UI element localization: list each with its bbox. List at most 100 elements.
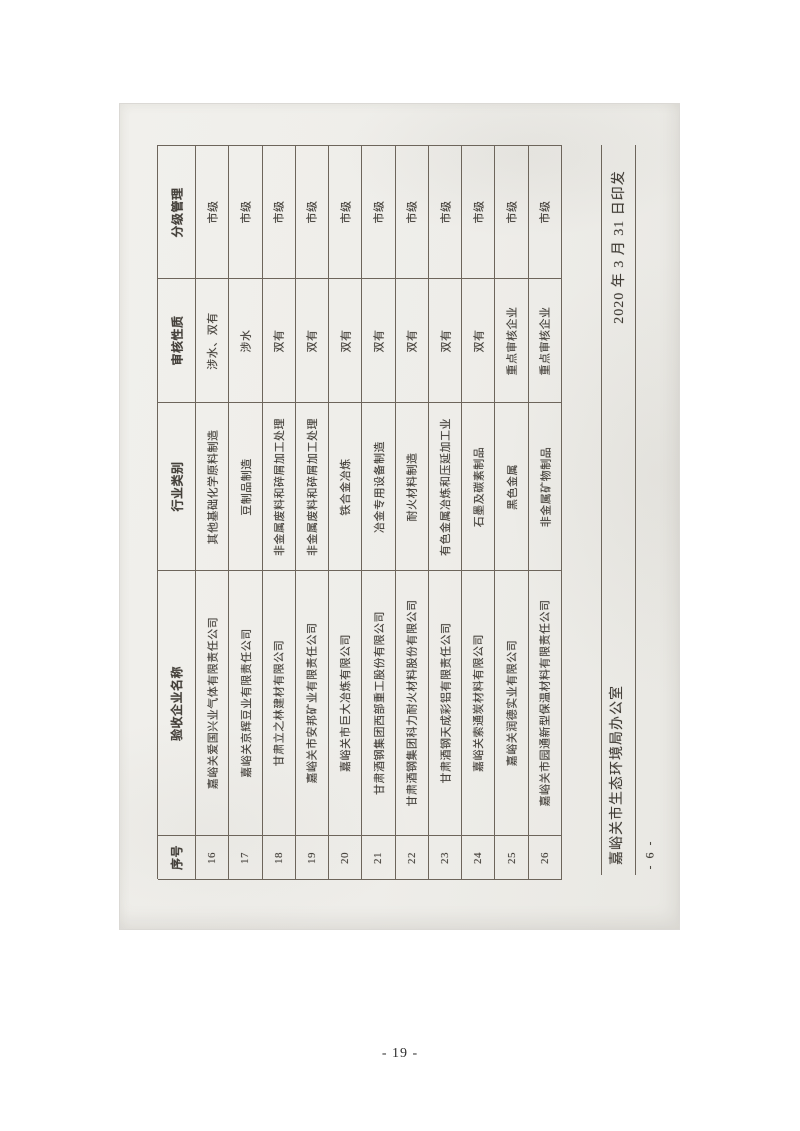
table-header-label: 行业类别: [170, 461, 185, 512]
table-header-cell: 行业类别: [158, 403, 196, 571]
table-cell: 双有: [395, 279, 429, 403]
table-cell-text: 有色金属冶炼和压延加工业: [440, 417, 453, 556]
table-cell-text: 市级: [207, 200, 220, 224]
table-cell: 嘉峪关润德实业有限公司: [495, 571, 529, 836]
table-cell-text: 17: [239, 851, 252, 864]
table-cell: 双有: [462, 279, 496, 403]
table-cell: 铁合金冶炼: [329, 403, 363, 571]
table-cell: 黑色金属: [495, 403, 529, 571]
table-cell: 双有: [362, 279, 396, 403]
table-cell: 非金属废料和碎屑加工处理: [262, 403, 296, 571]
table-cell: 19: [295, 836, 330, 880]
table-cell: 17: [229, 836, 263, 880]
table-cell: 嘉峪关市园通新型保温材料有限责任公司: [528, 571, 562, 836]
table-cell-text: 嘉峪关市巨大冶炼有限公司: [340, 634, 353, 772]
table-cell: 嘉峪关市安邦矿业有限责任公司: [295, 571, 330, 836]
table-cell: 甘肃立之林建材有限公司: [262, 571, 296, 836]
table-cell: 重点审核企业: [528, 279, 562, 403]
table-cell-text: 19: [305, 851, 318, 864]
colophon-rule-bottom: [635, 145, 636, 875]
table-cell-text: 重点审核企业: [506, 306, 519, 375]
table-cell: 25: [495, 836, 529, 880]
table-cell-text: 市级: [473, 200, 486, 224]
table-cell-text: 市级: [539, 200, 552, 224]
table-cell-text: 18: [272, 851, 285, 864]
colophon-rule-top: [601, 145, 602, 875]
table-cell-text: 市级: [306, 200, 319, 224]
table-cell: 26: [528, 836, 562, 880]
table-header-cell: 序号: [158, 836, 196, 880]
table-cell: 双有: [428, 279, 463, 403]
table-cell-text: 21: [372, 851, 385, 864]
table-cell-text: 双有: [473, 329, 486, 352]
issuing-office-text: 嘉峪关市生态环境局办公室: [610, 685, 625, 865]
table-cell: 嘉峪关索通炭材料有限公司: [462, 571, 496, 836]
table-cell-text: 嘉峪关京辉豆业有限责任公司: [240, 628, 253, 778]
scan-page-number: - 6 -: [638, 826, 662, 882]
table-cell-text: 豆制品制造: [240, 457, 253, 516]
table-cell: 有色金属冶炼和压延加工业: [428, 403, 463, 571]
table-cell-text: 嘉峪关市安邦矿业有限责任公司: [306, 622, 319, 784]
table-cell-text: 涉水: [240, 329, 253, 352]
table-cell: 市级: [362, 146, 396, 279]
scanned-page-photo: 分级管理 市级 市级 市级 市级 市级 市级 市级 市级 市级 市级 市级 审核性质 涉水、双有 涉水 双有双…: [120, 104, 679, 929]
print-date-text: 2020 年 3 月 31 日印发: [612, 170, 627, 324]
table-cell-text: 市级: [406, 200, 419, 224]
table-header-label: 分级管理: [170, 186, 185, 238]
table-cell: 23: [428, 836, 463, 880]
table-cell: 嘉峪关京辉豆业有限责任公司: [229, 571, 263, 836]
table-cell-text: 双有: [440, 329, 453, 352]
table-cell: 市级: [462, 146, 496, 279]
table-header-label: 验收企业名称: [170, 665, 185, 741]
table-cell: 豆制品制造: [229, 403, 263, 571]
table-cell: 其他基础化学原料制造: [196, 403, 230, 571]
table-cell-text: 市级: [373, 200, 386, 224]
table-cell: 双有: [262, 279, 296, 403]
table-cell: 双有: [329, 279, 363, 403]
table-cell-text: 甘肃立之林建材有限公司: [273, 639, 286, 767]
table-cell-text: 双有: [273, 329, 286, 352]
table-cell: 18: [262, 836, 296, 880]
issuing-office: 嘉峪关市生态环境局办公室: [600, 670, 632, 880]
table-cell: 市级: [528, 146, 562, 279]
table-cell-text: 铁合金冶炼: [340, 457, 353, 516]
table-cell-text: 甘肃酒钢天成彩铝有限责任公司: [440, 622, 453, 784]
table-cell-text: 其他基础化学原料制造: [207, 429, 220, 544]
table-cell: 重点审核企业: [495, 279, 529, 403]
table-cell: 耐火材料制造: [395, 403, 429, 571]
table-cell-text: 双有: [340, 329, 353, 352]
table-cell: 市级: [196, 146, 230, 279]
table-cell: 非金属废料和碎屑加工处理: [295, 403, 330, 571]
table-cell: 甘肃酒钢集团科力耐火材料股份有限公司: [395, 571, 429, 836]
table-cell-text: 嘉峪关索通炭材料有限公司: [473, 634, 486, 772]
table-cell-text: 涉水、双有: [207, 311, 220, 370]
table-cell-text: 双有: [306, 329, 319, 352]
table-cell-text: 嘉峪关润德实业有限公司: [506, 639, 519, 767]
table-cell-text: 市级: [506, 200, 519, 224]
table-cell-text: 嘉峪关市园通新型保温材料有限责任公司: [539, 599, 552, 807]
doc-table: 分级管理 市级 市级 市级 市级 市级 市级 市级 市级 市级 市级 市级 审核性质 涉水、双有 涉水 双有双…: [157, 145, 562, 880]
table-cell-text: 市级: [240, 200, 253, 224]
table-cell-text: 非金属矿物制品: [539, 446, 552, 527]
table-cell: 24: [462, 836, 496, 880]
table-cell: 涉水、双有: [196, 279, 230, 403]
table-cell-text: 市级: [440, 200, 453, 224]
scan-page-number-text: - 6 -: [642, 839, 657, 869]
table-cell: 双有: [295, 279, 330, 403]
table-cell-text: 石墨及碳素制品: [473, 446, 486, 527]
table-cell-text: 双有: [373, 329, 386, 352]
table-cell-text: 嘉峪关爱国兴业气体有限责任公司: [207, 616, 220, 790]
table-cell-text: 甘肃酒钢集团科力耐火材料股份有限公司: [406, 599, 419, 807]
table-header-cell: 验收企业名称: [158, 571, 196, 836]
table-cell: 非金属矿物制品: [528, 403, 562, 571]
table-header-cell: 分级管理: [158, 146, 196, 279]
table-cell-text: 20: [339, 851, 352, 864]
table-cell-text: 26: [538, 851, 551, 864]
print-date: 2020 年 3 月 31 日印发: [602, 152, 634, 342]
table-cell: 涉水: [229, 279, 263, 403]
table-cell: 20: [329, 836, 363, 880]
table-cell-text: 25: [505, 851, 518, 864]
table-cell-text: 非金属废料和碎屑加工处理: [306, 417, 319, 556]
table-header-label: 序号: [169, 844, 184, 871]
